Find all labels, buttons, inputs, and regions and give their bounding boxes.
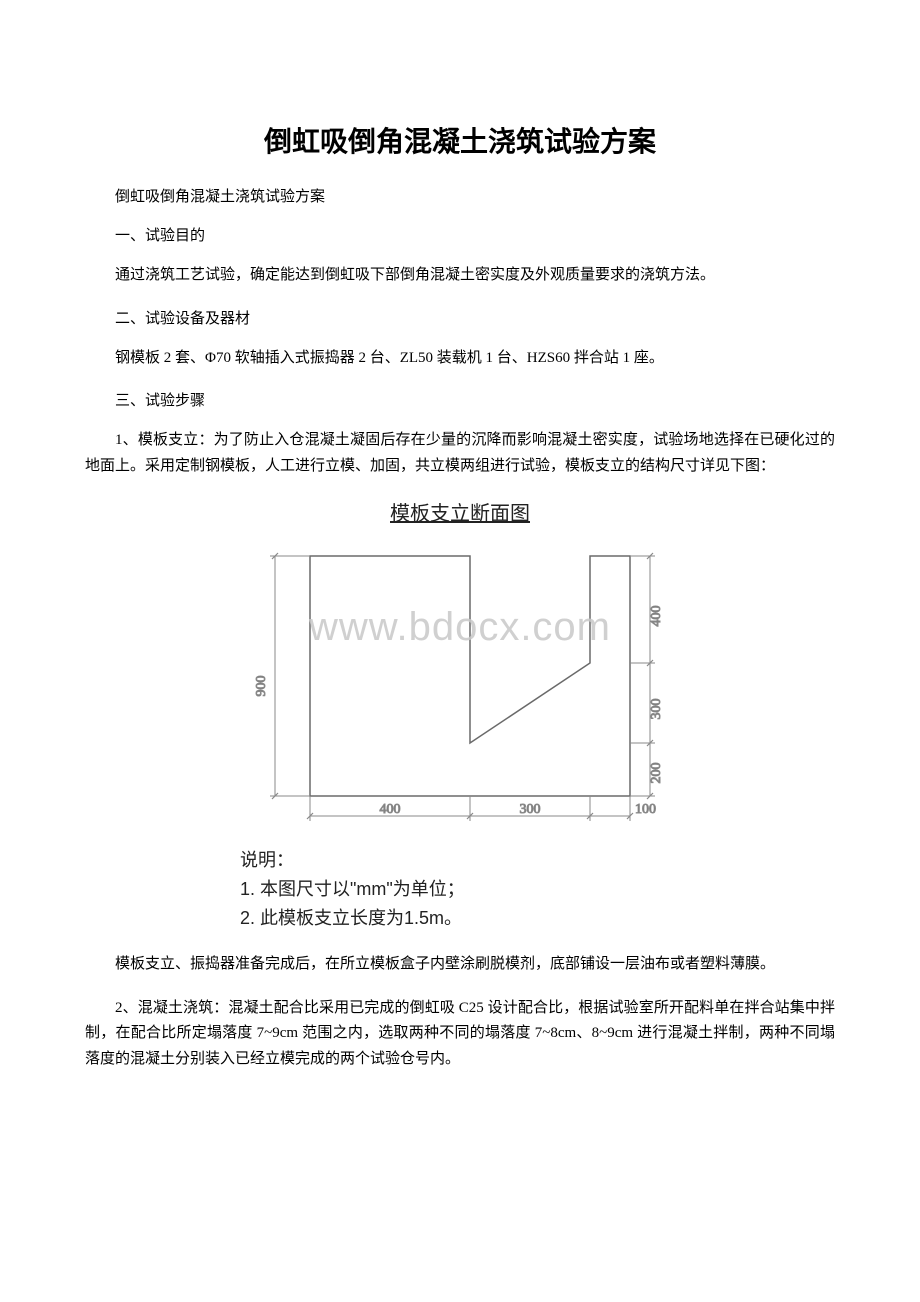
notes-heading: 说明：: [240, 846, 700, 875]
section3-item2-p1: 模板支立、振捣器准备完成后，在所立模板盒子内壁涂刷脱模剂，底部铺设一层油布或者塑…: [85, 952, 835, 978]
dim-bot-300: 300: [520, 802, 541, 817]
dim-right-400: 400: [649, 606, 664, 627]
note-2: 2. 此模板支立长度为1.5m。: [240, 904, 700, 933]
section3-item1: 1、模板支立：为了防止入仓混凝土凝固后存在少量的沉降而影响混凝土密实度，试验场地…: [85, 428, 835, 479]
dim-right-200: 200: [649, 763, 664, 784]
section1-heading: 一、试验目的: [85, 224, 835, 245]
dim-right-300: 300: [649, 699, 664, 720]
diagram-title: 模板支立断面图: [220, 497, 700, 526]
section3-heading: 三、试验步骤: [85, 389, 835, 410]
dim-bot-100: 100: [635, 802, 656, 817]
document-subtitle: 倒虹吸倒角混凝土浇筑试验方案: [85, 185, 835, 206]
diagram-container: 模板支立断面图 900 400: [220, 497, 700, 932]
dim-bot-400: 400: [380, 802, 401, 817]
diagram-svg: 900 400 300 200 400: [240, 541, 680, 831]
diagram-notes: 说明： 1. 本图尺寸以"mm"为单位； 2. 此模板支立长度为1.5m。: [220, 846, 700, 932]
section3-item2-p2: 2、混凝土浇筑：混凝土配合比采用已完成的倒虹吸 C25 设计配合比，根据试验室所…: [85, 996, 835, 1073]
section2-heading: 二、试验设备及器材: [85, 307, 835, 328]
dim-left-900: 900: [254, 676, 269, 697]
section2-content: 钢模板 2 套、Φ70 软轴插入式振捣器 2 台、ZL50 装载机 1 台、HZ…: [85, 346, 835, 372]
document-title: 倒虹吸倒角混凝土浇筑试验方案: [85, 120, 835, 160]
note-1: 1. 本图尺寸以"mm"为单位；: [240, 875, 700, 904]
section1-content: 通过浇筑工艺试验，确定能达到倒虹吸下部倒角混凝土密实度及外观质量要求的浇筑方法。: [85, 263, 835, 289]
